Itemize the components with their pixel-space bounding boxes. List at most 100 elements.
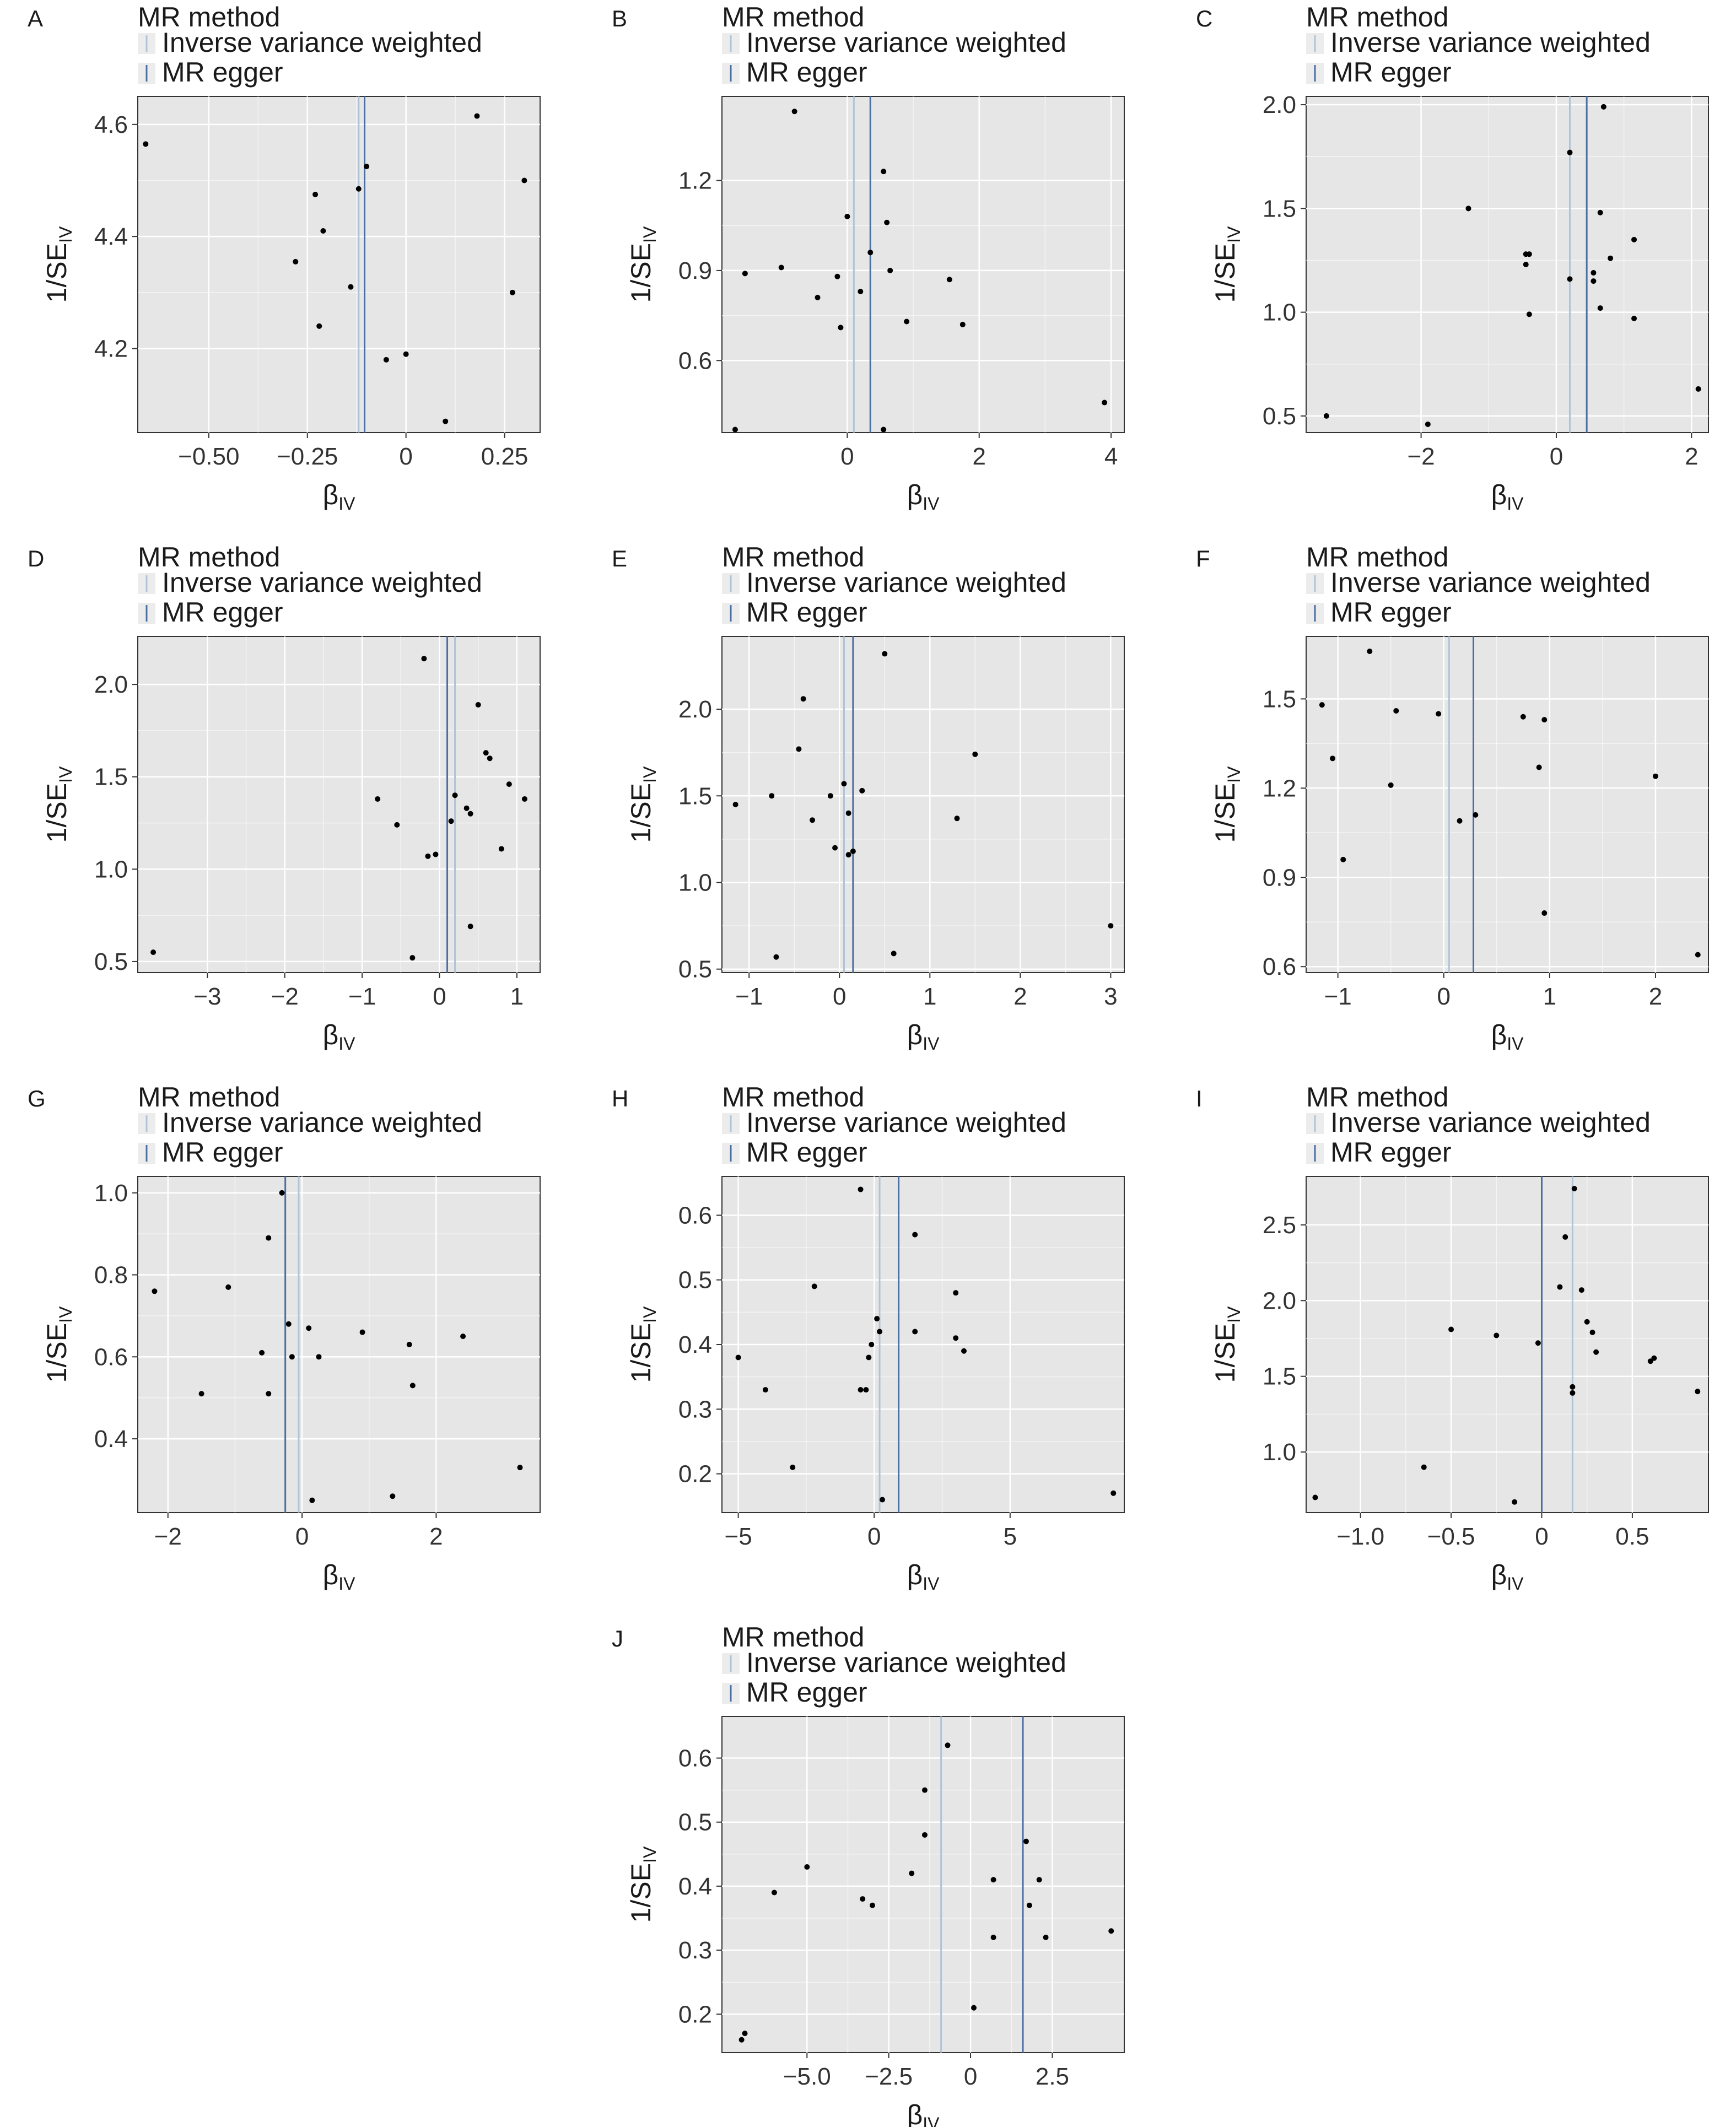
- data-point: [1541, 717, 1548, 723]
- x-axis-label: βIV: [907, 1559, 940, 1594]
- panel-label: C: [1196, 6, 1212, 31]
- data-point: [383, 357, 389, 363]
- data-point: [425, 853, 431, 859]
- data-point: [858, 289, 864, 295]
- data-point: [1557, 1284, 1563, 1290]
- data-point: [990, 1934, 996, 1940]
- x-tick-label: 1: [510, 983, 524, 1010]
- panel-label: A: [28, 6, 43, 31]
- panel-label: D: [28, 546, 44, 571]
- data-point: [1523, 262, 1529, 267]
- legend-item-label: MR egger: [162, 597, 283, 628]
- x-tick-label: −2: [1407, 443, 1435, 470]
- legend-title: MR method: [1306, 2, 1448, 33]
- panel-label: G: [28, 1086, 46, 1111]
- panel-label: I: [1196, 1086, 1203, 1111]
- y-tick-label: 2.5: [1263, 1212, 1296, 1239]
- y-tick-label: 0.6: [94, 1343, 128, 1370]
- data-point: [1567, 149, 1573, 155]
- y-axis-label: 1/SEIV: [626, 226, 660, 303]
- x-tick-label: −3: [193, 983, 221, 1010]
- legend-title: MR method: [1306, 1082, 1448, 1113]
- data-point: [306, 1325, 312, 1331]
- data-point: [309, 1497, 315, 1503]
- data-point: [1593, 1349, 1599, 1355]
- data-point: [1110, 1490, 1117, 1496]
- legend-item-label: Inverse variance weighted: [746, 1107, 1066, 1138]
- data-point: [467, 811, 473, 817]
- data-point: [289, 1354, 295, 1360]
- data-point: [506, 781, 512, 787]
- x-axis-label: βIV: [907, 1019, 940, 1054]
- data-point: [838, 325, 844, 331]
- data-point: [945, 1742, 951, 1748]
- data-point: [460, 1334, 466, 1340]
- data-point: [912, 1329, 918, 1335]
- y-axis-label: 1/SEIV: [41, 226, 76, 303]
- data-point: [521, 177, 527, 183]
- data-point: [1570, 1384, 1576, 1390]
- data-point: [390, 1493, 396, 1499]
- data-point: [1323, 413, 1329, 419]
- data-point: [850, 848, 856, 854]
- legend-title: MR method: [138, 1082, 280, 1113]
- data-point: [1367, 648, 1373, 654]
- panel-label: E: [612, 546, 627, 571]
- y-tick-label: 0.2: [678, 1461, 712, 1488]
- y-tick-label: 2.0: [94, 671, 128, 698]
- x-tick-label: 3: [1104, 983, 1117, 1010]
- y-axis-label: 1/SEIV: [1210, 766, 1244, 843]
- data-point: [834, 273, 840, 279]
- data-point: [1520, 714, 1526, 720]
- x-tick-label: 2: [1649, 983, 1662, 1010]
- y-axis-label: 1/SEIV: [626, 766, 660, 843]
- y-axis-label: 1/SEIV: [626, 1306, 660, 1383]
- y-tick-label: 2.0: [1263, 91, 1296, 118]
- data-point: [448, 818, 454, 824]
- data-point: [1608, 255, 1614, 261]
- data-point: [990, 1877, 996, 1883]
- x-tick-label: 0: [295, 1523, 309, 1550]
- data-point: [433, 851, 439, 857]
- x-tick-label: 2.5: [1036, 2063, 1069, 2090]
- y-axis-label: 1/SEIV: [1210, 226, 1244, 303]
- data-point: [1695, 386, 1701, 392]
- plot-area: [1306, 96, 1709, 433]
- data-point: [320, 228, 326, 234]
- x-tick-label: 5: [1004, 1523, 1017, 1550]
- data-point: [394, 822, 400, 828]
- plot-area: [721, 1716, 1125, 2053]
- legend-title: MR method: [138, 2, 280, 33]
- y-tick-label: 0.6: [678, 1202, 712, 1229]
- y-axis-label: 1/SEIV: [626, 1846, 660, 1923]
- data-point: [863, 1387, 869, 1393]
- x-tick-label: 0: [964, 2063, 977, 2090]
- data-point: [266, 1235, 272, 1241]
- y-tick-label: 0.6: [678, 1745, 712, 1772]
- data-point: [832, 845, 838, 851]
- y-tick-label: 0.4: [678, 1331, 712, 1358]
- data-point: [1026, 1902, 1032, 1908]
- data-point: [891, 951, 897, 957]
- y-tick-label: 1.2: [678, 168, 712, 195]
- y-tick-label: 4.4: [94, 223, 128, 250]
- data-point: [972, 751, 978, 757]
- data-point: [152, 1288, 158, 1294]
- data-point: [1036, 1877, 1042, 1883]
- data-point: [921, 1787, 928, 1793]
- data-point: [1647, 1358, 1653, 1364]
- plot-area: [721, 636, 1125, 973]
- data-point: [316, 1354, 322, 1360]
- data-point: [1651, 1355, 1657, 1361]
- y-tick-label: 0.6: [1263, 953, 1296, 980]
- x-axis-label: βIV: [323, 1019, 356, 1054]
- legend-item-label: MR egger: [162, 57, 283, 88]
- data-point: [1102, 400, 1108, 406]
- legend-item-label: MR egger: [162, 1137, 283, 1168]
- data-point: [791, 109, 797, 115]
- y-axis-label: 1/SEIV: [41, 766, 76, 843]
- legend-item-label: Inverse variance weighted: [1330, 567, 1651, 598]
- data-point: [375, 796, 381, 802]
